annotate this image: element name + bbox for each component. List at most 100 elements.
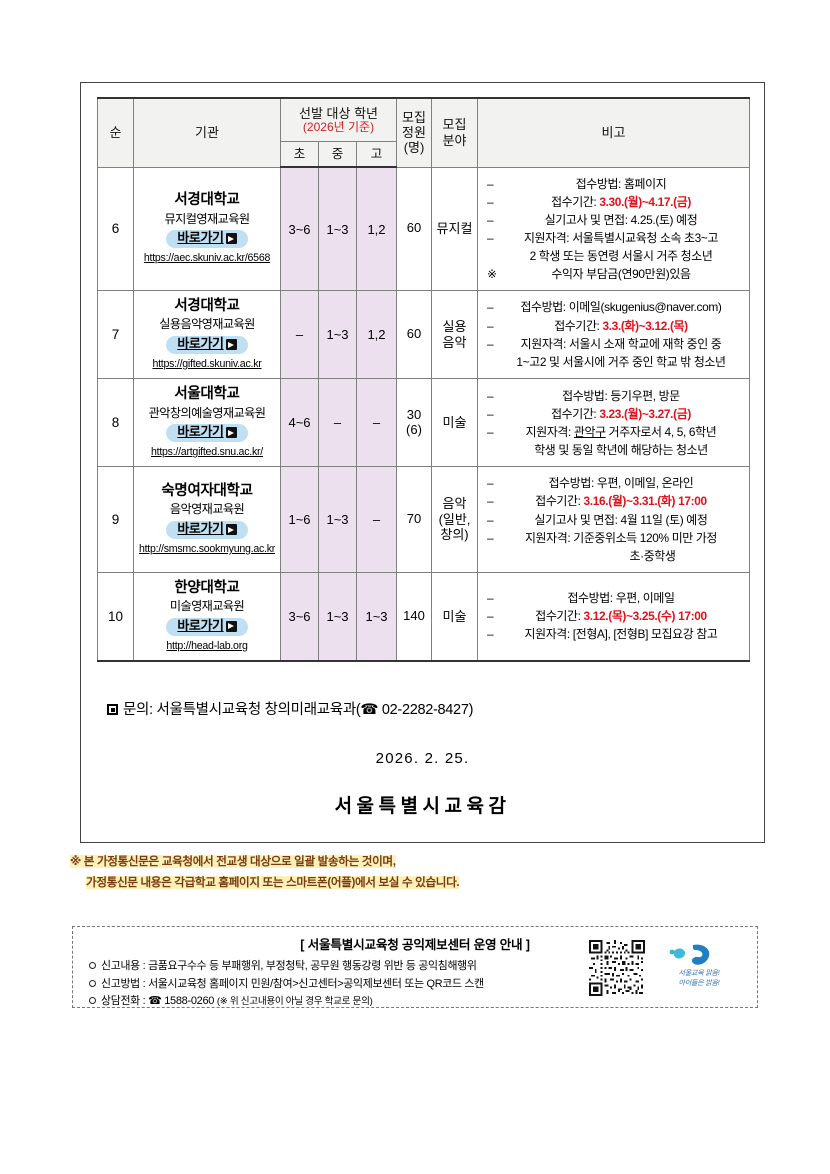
row-remarks: 접수방법: 홈페이지 접수기간: 3.30.(월)~4.17.(금) 실기고사 … bbox=[477, 166, 750, 292]
go-link-label: 바로가기 bbox=[177, 336, 224, 352]
field-l1: 음악 bbox=[442, 496, 467, 512]
table-row: 9 숙명여자대학교 음악영재교육원 바로가기 http://smsmc.sook… bbox=[97, 466, 750, 573]
table-row: 7 서경대학교 실용음악영재교육원 바로가기 https://gifted.sk… bbox=[97, 290, 750, 380]
row-field: 실용 음악 bbox=[431, 290, 478, 380]
report-item-value: ☎ 1588-0260 bbox=[148, 995, 217, 1008]
report-item-label: 신고내용 : bbox=[101, 960, 149, 972]
grade-middle: – bbox=[318, 378, 357, 468]
remark-line: 접수기간: 3.23.(월)~3.27.(금) bbox=[487, 405, 743, 423]
row-capacity: 70 bbox=[396, 466, 432, 573]
whistleblower-center-box: [ 서울특별시교육청 공익제보센터 운영 안내 ] 신고내용 : 금품요구수수 … bbox=[72, 926, 758, 1008]
remark-line: 접수기간: 3.3.(화)~3.12.(목) bbox=[487, 317, 743, 335]
row-field: 음악 (일반, 창의) bbox=[431, 466, 478, 573]
go-link-button[interactable]: 바로가기 bbox=[166, 336, 248, 355]
arrow-right-icon bbox=[225, 427, 237, 439]
field-l1: 실용 bbox=[442, 319, 467, 335]
org-name: 한양대학교 bbox=[174, 579, 240, 596]
org-url-link[interactable]: https://aec.skuniv.ac.kr/6568 bbox=[143, 252, 271, 265]
remark-line: 2 학생 또는 동연령 서울시 거주 청소년 bbox=[529, 248, 713, 263]
row-capacity: 140 bbox=[396, 571, 432, 662]
arrow-right-icon bbox=[225, 233, 237, 245]
remark-line: 접수기간: 3.12.(목)~3.25.(수) 17:00 bbox=[487, 607, 743, 625]
qr-code-icon[interactable] bbox=[589, 940, 645, 996]
remark-line: 실기고사 및 면접: 4.25.(토) 예정 bbox=[487, 211, 743, 229]
grade-middle: 1~3 bbox=[318, 466, 357, 573]
remark-line: 1~고2 및 서울시에 거주 중인 학교 밖 청소년 bbox=[516, 354, 726, 369]
arrow-right-icon bbox=[225, 339, 237, 351]
list-item: 신고내용 : 금품요구수수 등 부패행위, 부정청탁, 공무원 행동강령 위반 … bbox=[89, 958, 757, 976]
remark-line: 지원자격: 서울시 소재 학교에 재학 중인 중 bbox=[487, 335, 743, 353]
capacity-l1: 30 bbox=[406, 406, 422, 422]
emblem-mark-icon bbox=[669, 944, 710, 965]
row-field: 뮤지컬 bbox=[431, 166, 478, 292]
report-box-title: [ 서울특별시교육청 공익제보센터 운영 안내 ] bbox=[300, 938, 530, 952]
field-l2: 음악 bbox=[442, 334, 467, 350]
org-url-link[interactable]: http://head-lab.org bbox=[166, 639, 248, 652]
remark-line: 접수방법: 홈페이지 bbox=[487, 175, 743, 193]
emblem-slogan-line2: 아이들은 밝음! bbox=[678, 979, 720, 987]
report-item-note: (※ 위 신고내용이 아닐 경우 학교로 문의) bbox=[216, 996, 373, 1008]
grade-middle: 1~3 bbox=[318, 290, 357, 380]
notice-line-2: 가정통신문 내용은 각급학교 홈페이지 또는 스마트폰(어플)에서 보실 수 있… bbox=[86, 876, 460, 890]
grade-middle: 1~3 bbox=[318, 571, 357, 662]
seoul-education-emblem: 서울교육 맑음! 아이들은 밝음! bbox=[663, 943, 735, 997]
row-remarks: 접수방법: 우편, 이메일 접수기간: 3.12.(목)~3.25.(수) 17… bbox=[477, 571, 750, 662]
institution-table: 순 기관 선발 대상 학년 (2026년 기준) 모집 정원 (명) 모집 분야… bbox=[97, 97, 750, 662]
go-link-button[interactable]: 바로가기 bbox=[166, 230, 248, 249]
go-link-button[interactable]: 바로가기 bbox=[166, 424, 248, 443]
list-item: 상담전화 : ☎ 1588-0260 (※ 위 신고내용이 아닐 경우 학교로 … bbox=[89, 993, 757, 1011]
org-subtitle: 관악창의예술영재교육원 bbox=[148, 405, 266, 420]
row-organization: 숙명여자대학교 음악영재교육원 바로가기 http://smsmc.sookmy… bbox=[133, 466, 281, 573]
row-no: 8 bbox=[97, 378, 134, 468]
grade-high: – bbox=[356, 466, 397, 573]
remark-line: 학생 및 동일 학년에 해당하는 청소년 bbox=[534, 442, 708, 457]
grade-high: 1,2 bbox=[356, 166, 397, 292]
table-body: 6 서경대학교 뮤지컬영재교육원 바로가기 https://aec.skuniv… bbox=[97, 166, 750, 662]
remark-note-line: 수익자 부담금(연90만원)있음 bbox=[487, 265, 743, 283]
go-link-button[interactable]: 바로가기 bbox=[166, 617, 248, 636]
row-capacity: 60 bbox=[396, 166, 432, 292]
circle-bullet-icon bbox=[89, 962, 96, 969]
header-capacity-l2: 정원 bbox=[402, 125, 426, 141]
remark-line: 지원자격: 기준중위소득 120% 미만 가정 bbox=[487, 529, 743, 547]
grade-elementary: 1~6 bbox=[280, 466, 319, 573]
arrow-right-icon bbox=[225, 524, 237, 535]
circle-bullet-icon bbox=[89, 997, 96, 1005]
report-item-label: 상담전화 : bbox=[101, 995, 149, 1008]
go-link-label: 바로가기 bbox=[177, 521, 224, 537]
table-row: 8 서울대학교 관악창의예술영재교육원 바로가기 https://artgift… bbox=[97, 378, 750, 468]
circle-bullet-icon bbox=[89, 979, 96, 987]
org-subtitle: 미술영재교육원 bbox=[169, 599, 245, 614]
grade-high: 1,2 bbox=[356, 290, 397, 380]
header-capacity: 모집 정원 (명) bbox=[396, 97, 432, 168]
report-item-value: 서울시교육청 홈페이지 민원/참여>신고센터>공익제보센터 또는 QR코드 스캔 bbox=[148, 977, 484, 990]
org-url-link[interactable]: https://gifted.skuniv.ac.kr bbox=[152, 358, 262, 371]
row-field: 미술 bbox=[431, 378, 478, 468]
org-subtitle: 뮤지컬영재교육원 bbox=[164, 211, 251, 226]
remark-line: 접수방법: 우편, 이메일, 온라인 bbox=[487, 474, 743, 492]
header-field-l2: 분야 bbox=[442, 132, 467, 148]
go-link-button[interactable]: 바로가기 bbox=[166, 521, 248, 539]
row-capacity: 30 (6) bbox=[396, 378, 432, 468]
contact-inquiry-line: 문의: 서울특별시교육청 창의미래교육과(☎ 02-2282-8427) bbox=[107, 698, 473, 719]
remark-line: 접수방법: 등기우편, 방문 bbox=[487, 387, 743, 405]
table-row: 10 한양대학교 미술영재교육원 바로가기 http://head-lab.or… bbox=[97, 571, 750, 662]
header-organization: 기관 bbox=[133, 97, 281, 168]
header-middle: 중 bbox=[318, 141, 357, 168]
distribution-notice: ※ 본 가정통신문은 교육청에서 전교생 대상으로 일괄 발송하는 것이며, 가… bbox=[70, 851, 770, 894]
row-no: 7 bbox=[97, 290, 134, 380]
header-field: 모집 분야 bbox=[431, 97, 478, 168]
remark-line: 지원자격: 서울특별시교육청 소속 초3~고 bbox=[487, 229, 743, 247]
remark-line: 지원자격: 관악구 거주자로서 4, 5, 6학년 bbox=[487, 423, 743, 441]
list-item: 신고방법 : 서울시교육청 홈페이지 민원/참여>신고센터>공익제보센터 또는 … bbox=[89, 976, 757, 994]
org-url-link[interactable]: http://smsmc.sookmyung.ac.kr bbox=[138, 542, 276, 555]
row-organization: 서경대학교 실용음악영재교육원 바로가기 https://gifted.skun… bbox=[133, 290, 281, 380]
org-name: 서울대학교 bbox=[174, 386, 240, 403]
org-url-link[interactable]: https://artgifted.snu.ac.kr/ bbox=[151, 446, 263, 459]
report-item-label: 신고방법 : bbox=[101, 977, 149, 990]
header-target-grade-line1: 선발 대상 학년 bbox=[299, 105, 378, 121]
row-remarks: 접수방법: 이메일(skugenius@naver.com) 접수기간: 3.3… bbox=[477, 290, 750, 380]
org-name: 서경대학교 bbox=[174, 298, 240, 315]
document-date: 2026. 2. 25. bbox=[375, 750, 470, 767]
header-no: 순 bbox=[97, 97, 134, 168]
